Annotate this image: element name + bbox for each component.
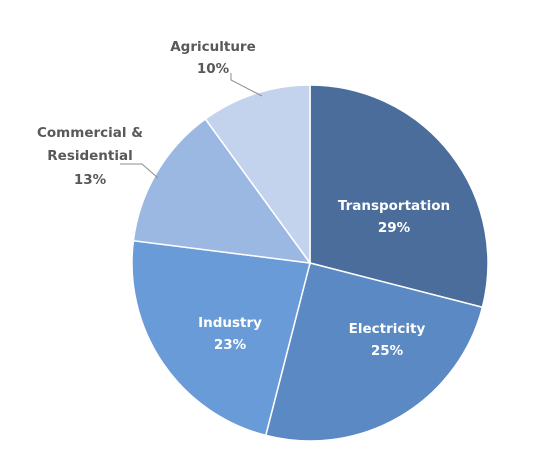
slice-label-industry-value: 23% bbox=[214, 337, 247, 353]
slice-label-transportation-name: Transportation bbox=[338, 198, 450, 214]
slice-label-electricity-name: Electricity bbox=[349, 321, 426, 337]
slice-label-commercial-name-line2: Residential bbox=[47, 148, 132, 164]
leader-line-commercial-residential bbox=[120, 163, 159, 179]
pie-slice-industry bbox=[131, 239, 311, 437]
pie-slice-transportation bbox=[309, 84, 489, 309]
leader-lines bbox=[120, 73, 263, 179]
pie-slice-agriculture bbox=[204, 84, 311, 266]
slice-label-commercial-value: 13% bbox=[74, 172, 107, 188]
slice-label-industry-name: Industry bbox=[198, 315, 262, 331]
slice-label-agriculture-value: 10% bbox=[197, 61, 230, 77]
slice-label-electricity-value: 25% bbox=[371, 343, 404, 359]
pie-slice-electricity bbox=[264, 262, 484, 442]
pie-slice-commercial-residential bbox=[132, 117, 312, 264]
slice-label-transportation-value: 29% bbox=[378, 220, 411, 236]
pie-slices bbox=[131, 84, 489, 442]
slice-label-commercial-name-line1: Commercial & bbox=[37, 125, 143, 141]
slice-label-agriculture-name: Agriculture bbox=[170, 39, 256, 55]
leader-line-agriculture bbox=[230, 73, 263, 97]
